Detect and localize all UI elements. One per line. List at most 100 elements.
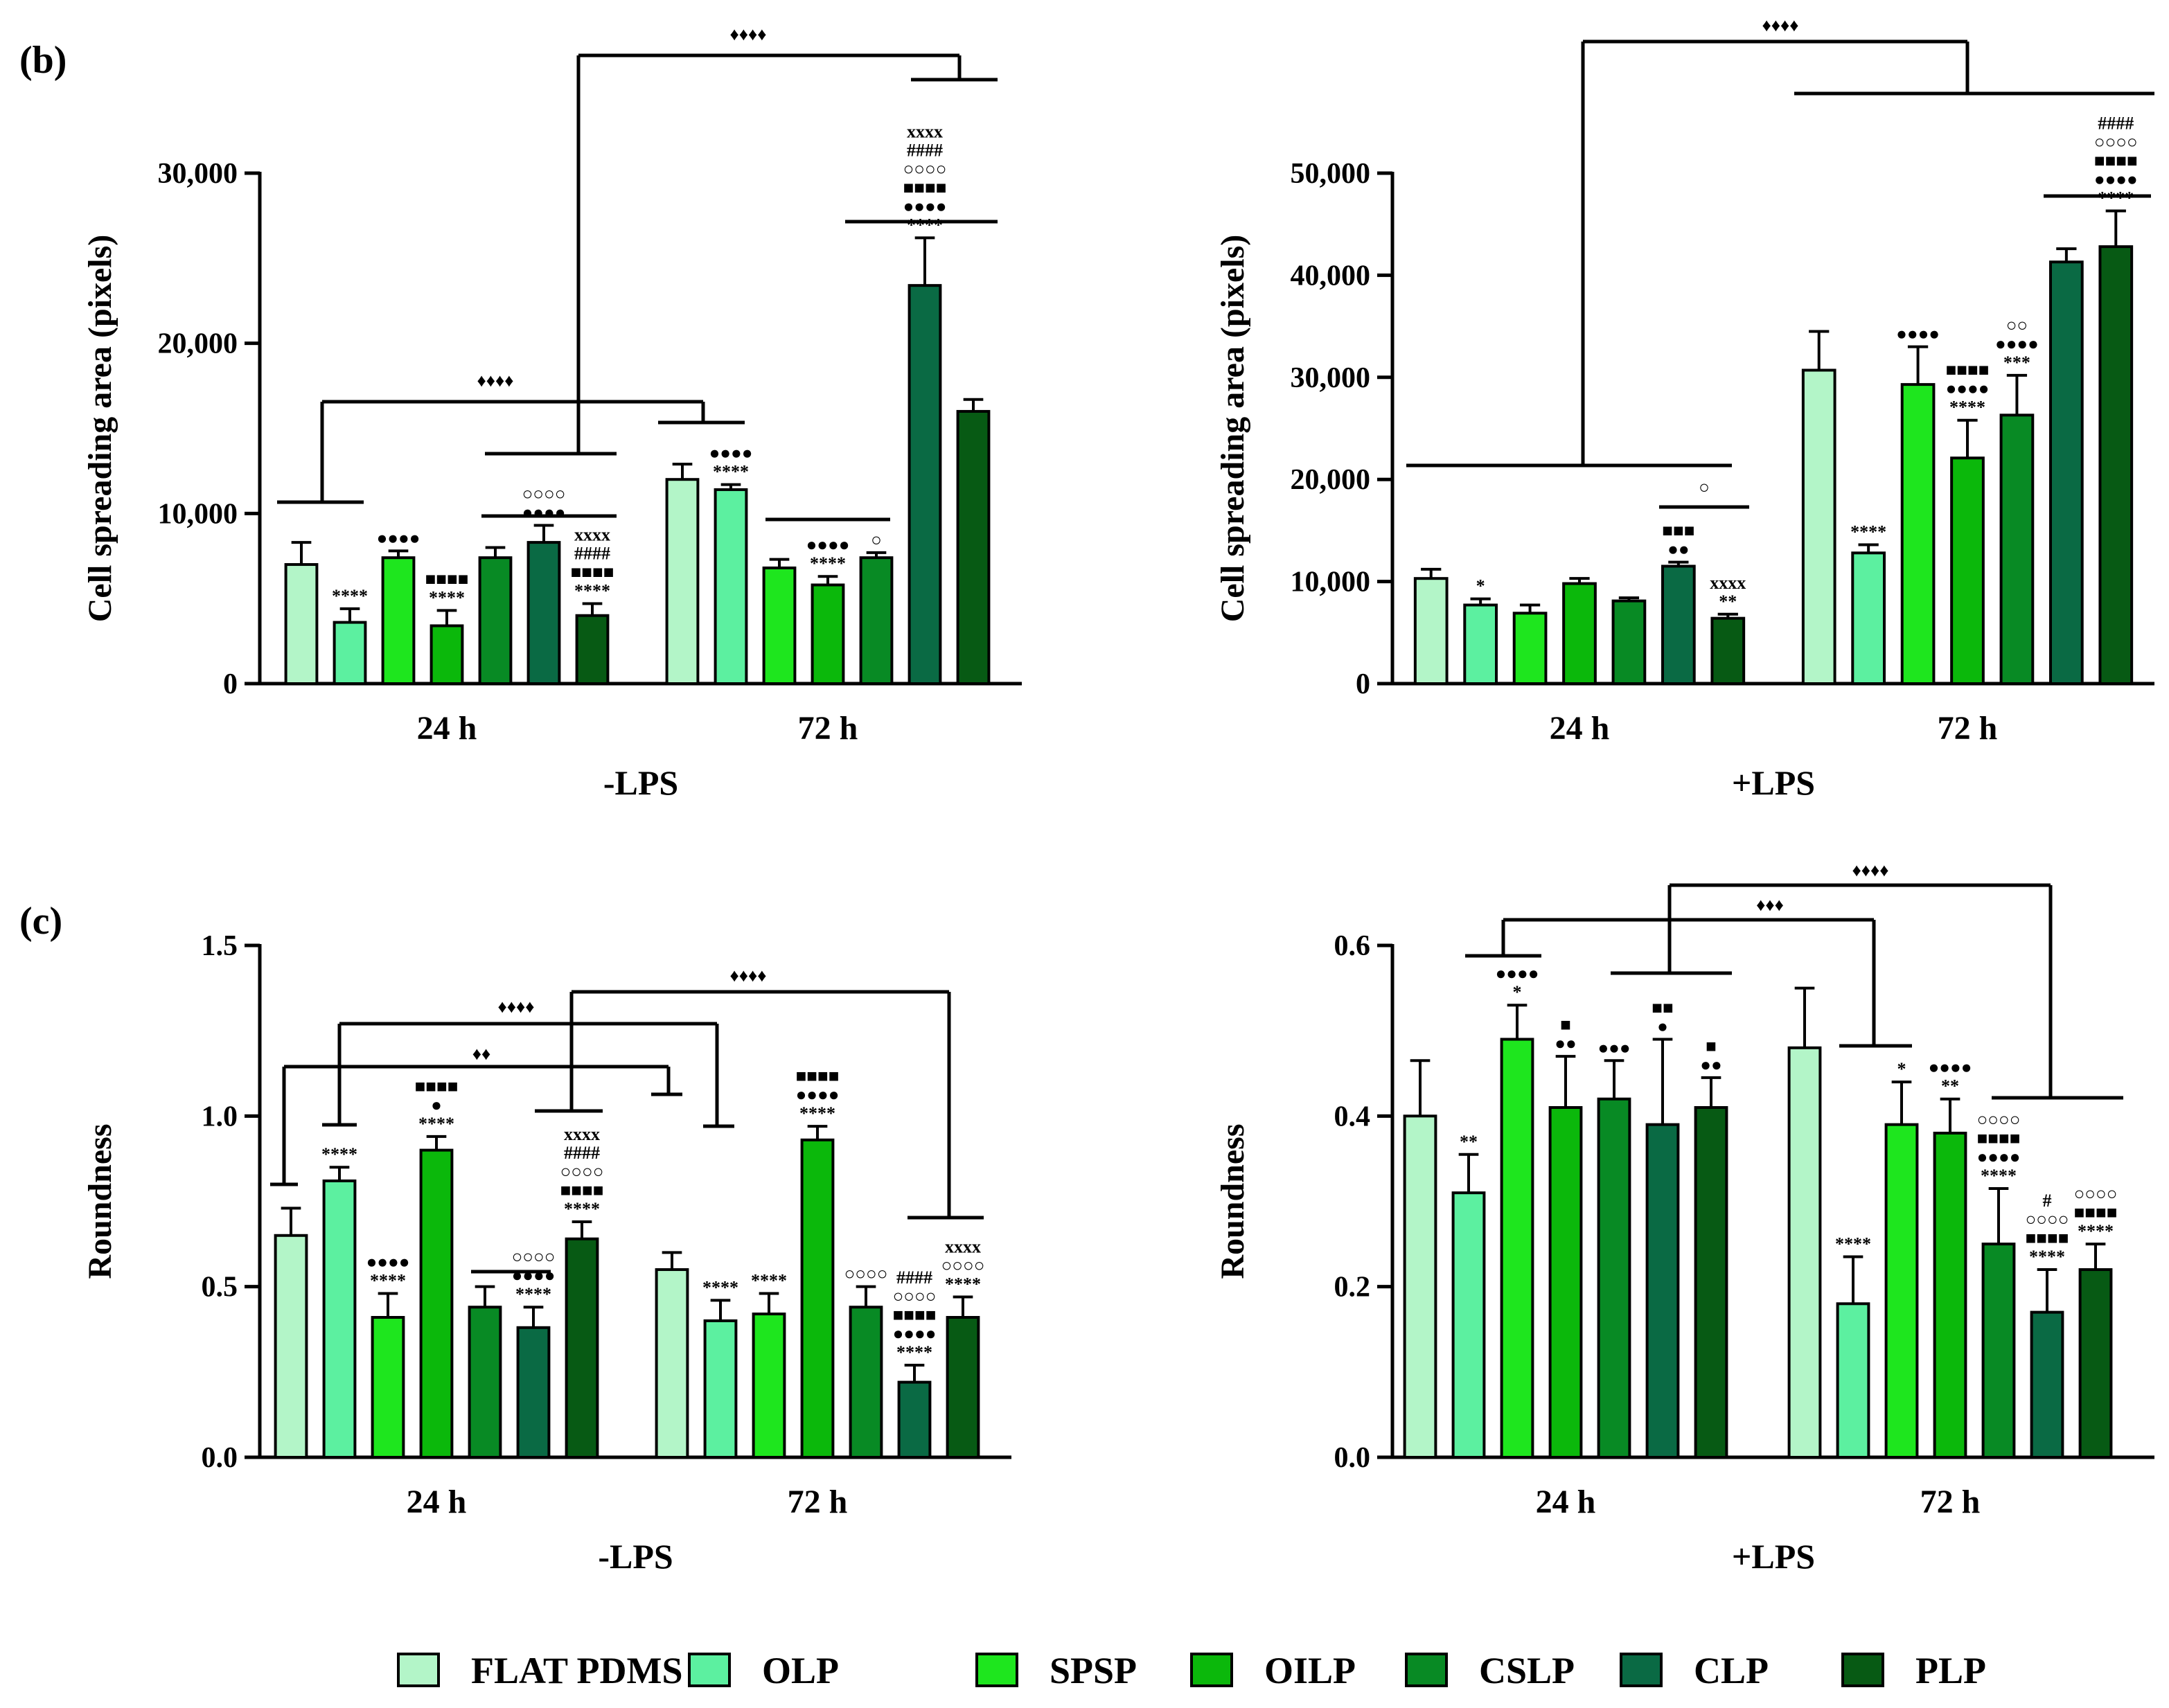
x-axis-title: -LPS xyxy=(603,763,678,802)
legend: FLAT PDMS OLP SPSP OILP CSLP CLP PLP xyxy=(397,1650,1986,1691)
legend-swatch-olp xyxy=(688,1653,731,1687)
y-tick-label: 10,000 xyxy=(158,498,238,530)
bar-olp xyxy=(1463,603,1498,686)
x-axis-title: +LPS xyxy=(1732,763,1815,802)
legend-label: OILP xyxy=(1264,1650,1356,1691)
bar-flat-pdms xyxy=(1801,368,1836,685)
significance-marker: ■■■■ xyxy=(903,177,947,197)
bracket-label: ♦♦♦♦ xyxy=(729,24,766,44)
significance-marker: ■■■■ xyxy=(2074,1202,2118,1222)
x-category-label: 24 h xyxy=(417,710,477,747)
y-axis-title: Roundness xyxy=(1214,1123,1251,1279)
legend-label: PLP xyxy=(1915,1650,1986,1691)
bar-spsp xyxy=(1500,1038,1534,1459)
significance-marker: ■ xyxy=(1706,1036,1717,1056)
panel-letter-b: (b) xyxy=(19,39,67,82)
bar-cslp xyxy=(1981,1243,2016,1459)
significance-marker: ●●●● xyxy=(1496,963,1539,984)
y-tick-label: 1.0 xyxy=(202,1101,238,1132)
bracket-label: ♦♦♦ xyxy=(1756,895,1784,915)
significance-marker: **** xyxy=(515,1284,551,1304)
bar-spsp xyxy=(371,1316,405,1459)
bar-oilp xyxy=(1933,1131,1967,1459)
significance-marker: **** xyxy=(2098,188,2134,208)
bar-oilp xyxy=(800,1138,835,1459)
significance-marker: **** xyxy=(370,1271,406,1291)
bar-oilp xyxy=(419,1148,454,1459)
significance-marker: ○ xyxy=(871,530,882,550)
significance-marker: ■■■■ xyxy=(415,1076,459,1096)
bar-cslp xyxy=(1999,413,2035,685)
y-tick-label: 0.0 xyxy=(1334,1442,1371,1474)
bar-flat-pdms xyxy=(665,478,700,685)
bar-flat-pdms xyxy=(1787,1046,1822,1459)
bar-flat-pdms xyxy=(284,563,319,685)
significance-marker: ○○ xyxy=(2006,315,2028,335)
significance-marker: ● xyxy=(1657,1016,1668,1036)
significance-marker: ○○○○ xyxy=(2074,1184,2118,1204)
significance-marker: ●●●● xyxy=(806,535,850,555)
significance-marker: ○○○○ xyxy=(512,1247,556,1267)
significance-marker: xxxx xyxy=(907,121,943,141)
bar-plp xyxy=(2098,245,2134,685)
legend-label: SPSP xyxy=(1050,1650,1137,1691)
significance-marker: ●●●● xyxy=(903,196,947,216)
bracket-label: ♦♦♦♦ xyxy=(497,997,534,1017)
y-axis-title: Cell spreading area (pixels) xyxy=(82,235,118,623)
legend-swatch-flat-pdms xyxy=(397,1653,440,1687)
bar-clp xyxy=(516,1326,551,1459)
y-tick-label: 0.4 xyxy=(1334,1101,1371,1132)
significance-marker: ●● xyxy=(1700,1055,1721,1075)
bar-flat-pdms xyxy=(655,1268,689,1459)
significance-marker: **** xyxy=(564,1199,600,1219)
significance-marker: ●●● xyxy=(1597,1038,1630,1058)
significance-marker: ●●●● xyxy=(2094,170,2138,190)
significance-marker: ●● xyxy=(1667,540,1689,560)
x-category-label: 72 h xyxy=(788,1484,848,1520)
y-tick-label: 20,000 xyxy=(1291,464,1371,496)
legend-swatch-cslp xyxy=(1405,1653,1448,1687)
legend-swatch-plp xyxy=(1841,1653,1884,1687)
bar-cslp xyxy=(1597,1097,1631,1459)
significance-marker: **** xyxy=(702,1277,738,1297)
significance-marker: **** xyxy=(751,1271,787,1291)
significance-marker: * xyxy=(1513,982,1522,1002)
significance-marker: **** xyxy=(1835,1234,1871,1254)
bar-plp xyxy=(2078,1268,2113,1459)
significance-marker: ●● xyxy=(1555,1033,1576,1053)
bar-plp xyxy=(1694,1106,1728,1459)
significance-marker: **** xyxy=(896,1342,932,1362)
bracket-label: ♦♦♦♦ xyxy=(1852,860,1888,880)
y-tick-label: 0.2 xyxy=(1334,1272,1371,1304)
legend-swatch-spsp xyxy=(975,1653,1018,1687)
significance-marker: ●●●● xyxy=(522,503,566,523)
significance-marker: xxxx xyxy=(574,525,610,545)
panel-letter-c: (c) xyxy=(19,900,62,943)
y-tick-label: 0 xyxy=(1356,668,1370,700)
bar-olp xyxy=(1836,1302,1870,1459)
bar-olp xyxy=(703,1319,738,1459)
significance-marker: #### xyxy=(896,1267,932,1288)
bar-olp xyxy=(322,1179,357,1459)
legend-swatch-oilp xyxy=(1190,1653,1233,1687)
y-axis-title: Cell spreading area (pixels) xyxy=(1214,235,1251,623)
significance-marker: ●●●● xyxy=(709,443,753,463)
significance-marker: ○○○○ xyxy=(2026,1209,2069,1229)
significance-marker: ■■■■ xyxy=(796,1066,840,1086)
bar-oilp xyxy=(430,624,464,685)
bar-flat-pdms xyxy=(274,1234,308,1459)
bar-plp xyxy=(946,1316,980,1459)
x-axis-title: -LPS xyxy=(598,1537,673,1576)
significance-marker: **** xyxy=(1850,522,1886,542)
bar-spsp xyxy=(1900,383,1936,685)
significance-marker: ●●●● xyxy=(1977,1147,2021,1167)
bracket-label: ♦♦ xyxy=(472,1044,491,1064)
bar-clp xyxy=(897,1380,932,1459)
bar-spsp xyxy=(762,566,797,685)
significance-marker: #### xyxy=(907,140,943,160)
significance-marker: ■■■■ xyxy=(893,1305,937,1325)
bar-plp xyxy=(565,1237,599,1459)
significance-marker: xxxx xyxy=(564,1124,600,1144)
legend-swatch-clp xyxy=(1620,1653,1663,1687)
